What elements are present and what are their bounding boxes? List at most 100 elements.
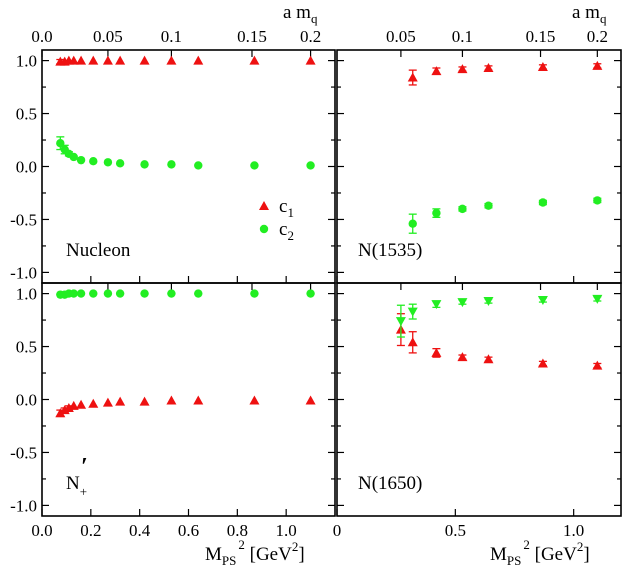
data-point-nucleon-c1 (88, 55, 99, 65)
y-tick-label: 0.0 (16, 391, 37, 410)
y-tick-label: 0.0 (16, 158, 37, 177)
data-point-nucleon-c2 (140, 160, 149, 169)
legend-label-c1: c1 (279, 196, 294, 220)
data-point-nucleon-c1 (76, 55, 87, 65)
data-point-nucleon-c1 (115, 55, 126, 65)
data-point-n1535-c2 (538, 198, 548, 207)
data-point-nprime-c2 (306, 289, 315, 298)
x-tick-label: 0 (333, 521, 342, 540)
x-tick-label: 1.0 (563, 521, 584, 540)
x-tick-label: 0.2 (80, 521, 101, 540)
panel-title-nucleon: Nucleon (66, 240, 131, 261)
top-axis-label-right: a mq (572, 2, 607, 26)
top-tick-label: 0.0 (31, 27, 52, 46)
data-point-nprime-c2 (250, 289, 259, 298)
y-tick-label: -0.5 (10, 443, 37, 462)
y-tick-label: 1.0 (16, 52, 37, 71)
x-tick-label: 0.5 (445, 521, 466, 540)
data-point-nprime-c1 (166, 395, 177, 405)
axis-tick-labels: -1.0 -0.5 0.0 0.5 1.0 0.0 0.05 0.1 0.15 0.2 0.05 0.… (10, 27, 608, 540)
data-point-n1650-c2 (592, 294, 603, 304)
top-tick-label: 0.15 (526, 27, 556, 46)
data-point-n1650-c2 (431, 300, 442, 310)
top-tick-label: 0.15 (237, 27, 267, 46)
data-point-n1535-c1 (483, 63, 494, 73)
top-tick-label: 0.05 (93, 27, 123, 46)
panel-title-n1535: N(1535) (358, 240, 422, 261)
data-point-nucleon-c1 (193, 55, 204, 65)
legend-label-c2: c2 (279, 219, 294, 243)
data-point-nprime-c1 (115, 396, 126, 406)
data-point-nprime-c1 (55, 408, 66, 418)
data-point-n1650-c1 (537, 358, 548, 368)
data-point-nprime-c1 (68, 400, 79, 410)
panel-nprime-frame (41, 282, 336, 517)
x-tick-label: 1.0 (276, 521, 297, 540)
data-point-nucleon-c2 (250, 161, 259, 170)
data-point-nucleon-c2 (69, 152, 78, 162)
legend: c1 c2 (259, 196, 294, 243)
top-tick-label: 0.1 (452, 27, 473, 46)
data-point-nprime-c1 (305, 395, 316, 405)
data-point-nucleon-c2 (103, 158, 113, 167)
data-point-nprime-c2 (69, 289, 78, 298)
bottom-axis-label-left: MPS2 [GeV2] (205, 537, 305, 567)
data-point-n1650-c2 (483, 297, 494, 307)
top-tick-label: 0.2 (587, 27, 608, 46)
top-tick-label: 0.1 (161, 27, 182, 46)
data-point-n1535-c1 (407, 72, 418, 82)
data-point-nucleon-c1 (139, 55, 150, 65)
data-point-nprime-c2 (76, 289, 86, 298)
data-point-nucleon-c2 (76, 155, 86, 165)
data-point-n1650-c2 (457, 298, 468, 308)
data-marks (55, 55, 603, 418)
data-point-n1650-c1 (407, 337, 418, 347)
data-point-nprime-c2 (167, 289, 176, 298)
x-tick-label: 0.0 (31, 521, 52, 540)
panel-title-n1650: N(1650) (358, 473, 422, 494)
data-point-n1650-c1 (431, 347, 442, 357)
x-tick-label: 0.6 (178, 521, 199, 540)
data-point-n1535-c2 (408, 219, 417, 228)
data-point-nprime-c1 (88, 398, 99, 408)
x-tick-label: 0.8 (227, 521, 248, 540)
axis-ticks (41, 50, 621, 516)
data-point-nucleon-c2 (115, 159, 125, 168)
data-point-nucleon-c1 (166, 55, 177, 65)
y-tick-label: 0.5 (16, 105, 37, 124)
legend-marker-c1 (259, 201, 269, 210)
data-point-nucleon-c2 (194, 161, 203, 170)
legend-marker-c2 (259, 224, 269, 234)
data-point-nprime-c2 (115, 289, 125, 298)
data-point-nprime-c1 (139, 396, 150, 406)
data-point-n1535-c2 (458, 204, 467, 214)
data-point-nprime-c1 (76, 399, 87, 409)
y-tick-label: -0.5 (10, 210, 37, 229)
data-point-nucleon-c1 (102, 55, 113, 65)
data-point-n1535-c1 (537, 61, 548, 71)
data-point-nucleon-c2 (306, 161, 315, 170)
data-point-nprime-c1 (193, 395, 204, 405)
data-point-n1535-c1 (457, 64, 468, 74)
data-point-nucleon-c2 (89, 157, 98, 166)
data-point-nucleon-c1 (305, 55, 316, 65)
data-point-n1650-c1 (457, 352, 468, 362)
data-point-n1650-c1 (592, 360, 603, 370)
data-point-nprime-c1 (102, 397, 113, 407)
bottom-axis-label-right: MPS2 [GeV2] (490, 537, 590, 567)
top-tick-label: 0.05 (386, 27, 416, 46)
data-point-n1650-c2 (395, 317, 406, 327)
data-point-n1535-c2 (593, 196, 602, 205)
y-tick-label: 0.5 (16, 338, 37, 357)
data-point-n1650-c2 (537, 295, 548, 305)
data-point-nprime-c2 (89, 289, 98, 298)
top-tick-label: 0.2 (300, 27, 321, 46)
y-tick-label: 1.0 (16, 285, 37, 304)
data-point-n1535-c2 (432, 208, 441, 218)
data-point-nucleon-c2 (167, 160, 176, 169)
data-point-nprime-c2 (194, 289, 203, 298)
data-point-n1650-c2 (407, 307, 418, 317)
data-point-n1535-c2 (484, 201, 493, 210)
data-point-n1535-c1 (431, 66, 442, 76)
